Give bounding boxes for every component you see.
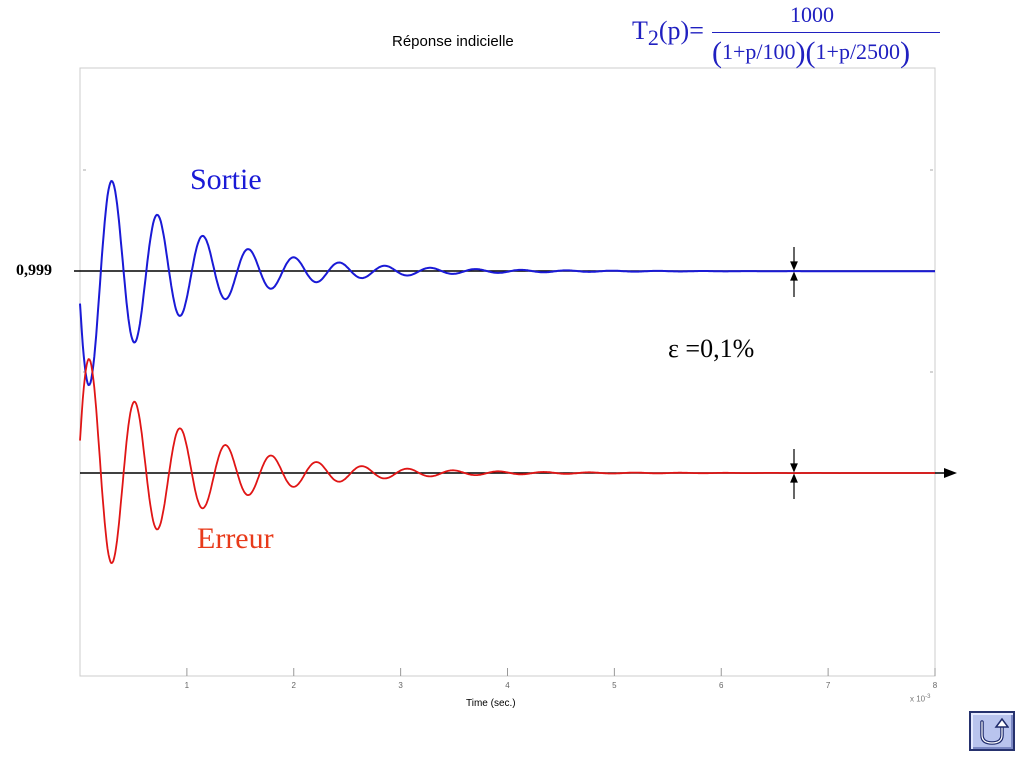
series-label-erreur: Erreur (197, 522, 274, 555)
x-scale-base: x 10 (910, 694, 926, 704)
x-axis-scale-factor: x 10-3 (910, 694, 930, 704)
formula-numerator: 1000 (790, 2, 834, 27)
series-line-sortie (79, 179, 935, 387)
return-u-arrow-icon (980, 717, 1009, 745)
tolerance-arrows-bottom (790, 449, 798, 499)
chart-title: Réponse indicielle (392, 33, 514, 50)
x-tick-label: 4 (505, 681, 510, 690)
x-tick-label: 1 (185, 681, 190, 690)
tolerance-arrows-top (790, 247, 798, 297)
x-tick-label: 5 (612, 681, 617, 690)
formula-den-term1: 1+p/100 (722, 39, 796, 64)
x-axis-label: Time (sec.) (466, 698, 516, 709)
x-tick-label: 6 (719, 681, 724, 690)
x-tick-label: 7 (826, 681, 831, 690)
formula-lhs: T2(p)= (632, 16, 704, 51)
formula-paren: ( (805, 36, 816, 69)
formula-paren: ) (795, 36, 806, 69)
return-button[interactable] (969, 711, 1015, 751)
series-label-sortie: Sortie (190, 163, 262, 196)
formula-fraction-bar (712, 32, 940, 33)
x-axis-ticks: 1 2 3 4 5 6 7 8 (185, 668, 938, 690)
x-tick-label: 8 (933, 681, 938, 690)
formula-den-term2: 1+p/2500 (815, 39, 901, 64)
x-scale-exponent: -3 (925, 694, 931, 700)
plot-area (79, 67, 936, 677)
formula-arg: (p)= (658, 16, 704, 45)
x-axis-arrowhead (944, 468, 957, 478)
reference-value-label: 0,999 (16, 262, 52, 279)
x-tick-label: 2 (292, 681, 297, 690)
formula-denominator: (1+p/100)(1+p/2500) (712, 36, 910, 70)
formula-T: T (632, 16, 648, 45)
tolerance-label: ε =0,1% (668, 334, 755, 363)
series-line-erreur (79, 358, 935, 565)
formula-paren: ) (900, 36, 911, 69)
formula-paren: ( (712, 36, 722, 69)
transfer-function-formula: T2(p)= 1000 (1+p/100)(1+p/2500) (630, 2, 950, 72)
x-tick-label: 3 (398, 681, 403, 690)
formula-subscript: 2 (647, 25, 659, 51)
